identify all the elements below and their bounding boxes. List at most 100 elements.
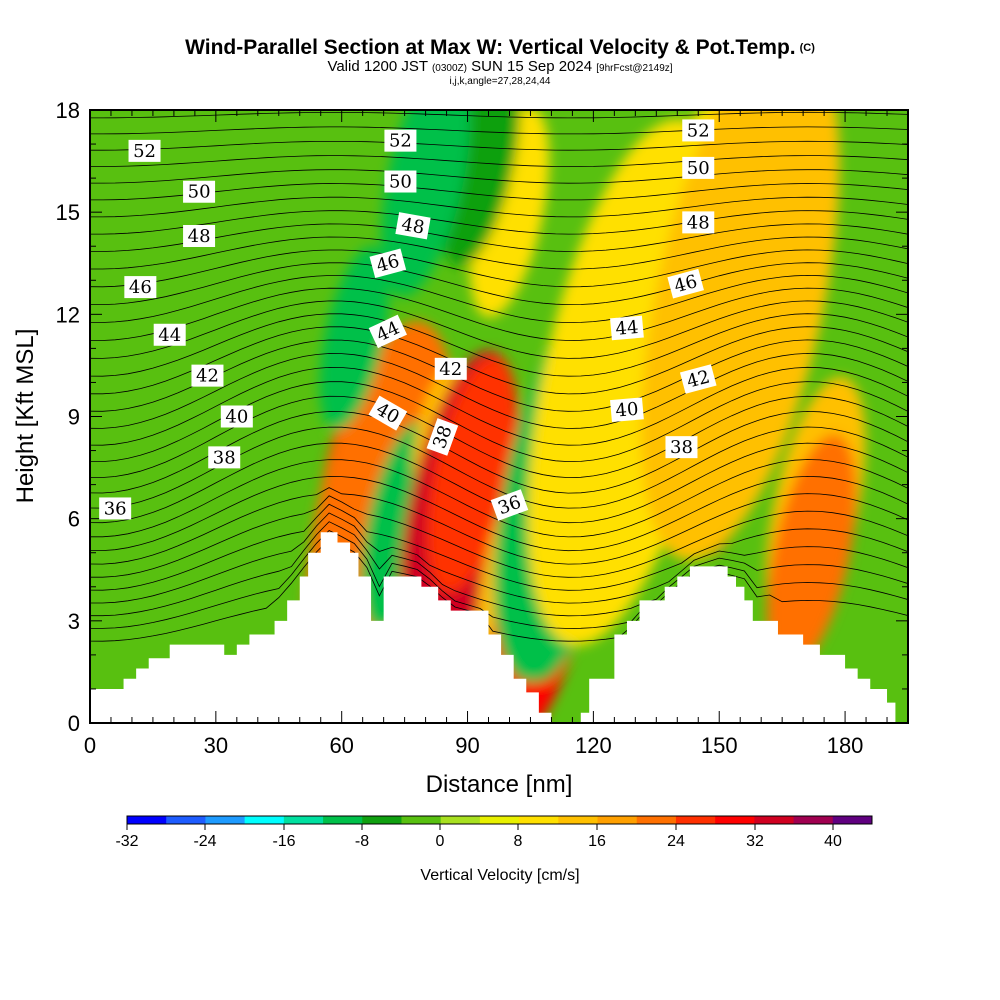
theta-contour-line [90, 140, 908, 151]
contour-label-text: 42 [196, 366, 219, 387]
contour-label-box [682, 211, 715, 234]
x-tick-label: 150 [701, 733, 738, 758]
chart-title: Wind-Parallel Section at Max W: Vertical… [0, 36, 1000, 60]
colorbar-tick-label: -16 [272, 833, 295, 850]
colorbar-tick-label: 0 [436, 833, 445, 850]
terrain-mask [90, 532, 908, 723]
contour-label-box [208, 446, 241, 469]
x-tick-label: 30 [204, 733, 228, 758]
velocity-cell-21 [319, 246, 390, 431]
colorbar-swatch [715, 816, 755, 824]
colorbar-swatch [323, 816, 363, 824]
colorbar-tick-label: 40 [824, 833, 842, 850]
theta-contour-line [90, 487, 908, 565]
contour-label-text: 50 [188, 182, 211, 203]
contour-label-text: 40 [225, 407, 248, 428]
velocity-cell-19 [440, 110, 520, 267]
contour-label-box [220, 405, 253, 428]
contour-label-box [667, 268, 704, 299]
y-axis-title: Height [Kft MSL] [12, 329, 39, 504]
colorbar-swatch [205, 816, 246, 824]
contour-label-box [124, 276, 157, 299]
theta-contour-line [90, 512, 908, 604]
contour-label-text: 48 [400, 214, 426, 239]
colorbar-swatch [558, 816, 599, 824]
theta-inline-label-11: 38 [665, 436, 698, 459]
contour-label-text: 48 [188, 226, 211, 247]
contour-label-box [384, 129, 417, 152]
theta-contour-line [90, 223, 908, 252]
contour-label-box [183, 180, 216, 203]
y-tick-label: 12 [56, 302, 80, 327]
colorbar-tick-label: -32 [115, 833, 138, 850]
contour-label-box [368, 395, 408, 431]
theta-contour-line [90, 274, 908, 324]
x-tick-label: 180 [827, 733, 864, 758]
contour-label-box [682, 156, 715, 179]
contour-label-box [426, 418, 459, 456]
theta-contours [90, 111, 908, 642]
colorbar-swatch [362, 816, 402, 824]
colorbar-swatch [440, 816, 481, 824]
theta-contour-line [90, 475, 908, 552]
theta-label-44: 44 [153, 323, 186, 346]
colorbar-tick-label: 24 [667, 833, 685, 850]
chart-subtitle: Valid 1200 JST (0300Z) SUN 15 Sep 2024 [… [0, 59, 1000, 76]
velocity-cell-20 [380, 110, 471, 297]
contour-label-text: 42 [439, 359, 462, 380]
theta-contour-line [90, 210, 908, 235]
colorbar-swatch [519, 816, 559, 824]
contour-label-box [369, 248, 407, 279]
theta-inline-label-2: 48 [395, 212, 431, 240]
theta-inline-label-5: 42 [434, 357, 467, 380]
contour-label-text: 36 [104, 498, 127, 519]
contour-label-text: 52 [687, 120, 710, 141]
theta-inline-label-8: 36 [490, 489, 529, 521]
theta-inline-label-4: 44 [368, 314, 407, 349]
subtitle-utc: (0300Z) [431, 63, 467, 74]
colorbar-swatch [244, 816, 285, 824]
y-tick-label: 9 [68, 405, 80, 430]
colorbar-swatch [166, 816, 206, 824]
x-tick-label: 120 [575, 733, 612, 758]
theta-contour-line [90, 155, 908, 168]
contour-label-text: 38 [213, 447, 236, 468]
colorbar-tick-label: 8 [514, 833, 523, 850]
colorbar-swatch [127, 816, 167, 824]
theta-contour-line [90, 196, 908, 218]
theta-inline-label-1: 50 [384, 170, 417, 193]
velocity-cell-5 [427, 355, 517, 593]
contour-label-box [183, 225, 216, 248]
theta-inline-label-9: 44 [610, 315, 644, 341]
colorbar-tick-label: 16 [588, 833, 606, 850]
colorbar-swatch [283, 816, 324, 824]
contour-label-box [128, 139, 161, 162]
theta-contour-line [90, 169, 908, 184]
contour-label-text: 44 [615, 317, 640, 340]
colorbar-swatch [636, 816, 677, 824]
colorbar-tick-label: 32 [746, 833, 764, 850]
colorbar-swatch [754, 816, 795, 824]
subtitle-fcst: [9hrFcst@2149z] [596, 63, 673, 74]
velocity-cell-15 [708, 110, 798, 280]
colorbar-swatch [401, 816, 442, 824]
colorbar-tick-label: -24 [193, 833, 216, 850]
theta-inline-label-10: 40 [610, 397, 644, 423]
theta-label-42: 42 [191, 364, 224, 387]
theta-contour-line [90, 249, 908, 288]
contour-label-box [490, 489, 529, 521]
contour-label-box [610, 315, 644, 341]
y-tick-label: 15 [56, 200, 80, 225]
contour-label-box [384, 170, 417, 193]
chart-indices: i,j,k,angle=27,28,24,44 [449, 76, 551, 87]
theta-label-40: 40 [220, 405, 253, 428]
y-tick-label: 6 [68, 507, 80, 532]
colorbar-swatch [793, 816, 834, 824]
theta-label-48: 48 [183, 225, 216, 248]
contour-label-text: 48 [687, 212, 710, 233]
contour-label-box [434, 357, 467, 380]
theta-contour-line [90, 530, 908, 629]
y-tick-label: 0 [68, 711, 80, 736]
